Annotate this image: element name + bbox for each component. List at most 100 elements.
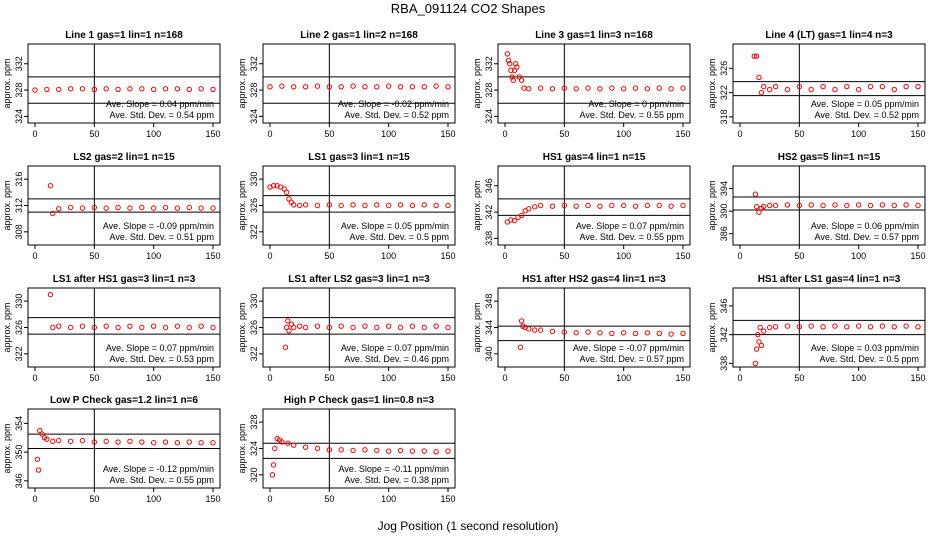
data-point — [139, 439, 145, 445]
data-point — [50, 324, 56, 331]
data-point — [820, 324, 826, 330]
data-point — [56, 437, 62, 444]
x-tick-label: 50 — [89, 494, 99, 504]
data-point — [350, 83, 356, 89]
data-point — [162, 86, 169, 92]
panel-title: Line 4 (LT) gas=1 lin=4 n=3 — [765, 30, 893, 41]
y-tick-label: 324 — [249, 441, 259, 456]
y-tick-label: 330 — [14, 294, 24, 309]
data-point — [597, 203, 603, 209]
x-tick-label: 100 — [851, 251, 866, 261]
data-point — [421, 84, 427, 90]
x-tick-label: 50 — [324, 373, 334, 383]
x-tick-label: 50 — [324, 494, 334, 504]
data-point — [755, 331, 761, 338]
data-point — [267, 84, 273, 90]
data-point — [162, 439, 169, 445]
data-point — [537, 202, 544, 209]
data-point — [585, 329, 591, 335]
panel-title: LS1 gas=3 lin=1 n=15 — [308, 152, 410, 163]
data-point — [186, 324, 192, 331]
data-point — [210, 324, 216, 331]
data-point — [50, 210, 56, 217]
data-point — [753, 203, 760, 210]
data-point — [47, 291, 54, 298]
data-point — [632, 203, 639, 209]
data-point — [115, 439, 121, 445]
x-axis-title: Jog Position (1 second resolution) — [377, 519, 559, 533]
data-point — [270, 462, 277, 468]
std-dev-annotation: Ave. Std. Dev. = 0.52 ppm — [345, 110, 449, 120]
data-point — [585, 85, 591, 91]
data-point — [397, 447, 404, 454]
x-tick-label: 50 — [794, 129, 804, 139]
x-tick-label: 100 — [851, 129, 866, 139]
y-tick-label: 348 — [484, 294, 494, 309]
data-point — [509, 74, 515, 80]
data-point — [820, 202, 826, 209]
plot-frame — [497, 43, 691, 124]
y-tick-label: 390 — [719, 204, 729, 219]
data-point — [79, 437, 86, 444]
data-point — [784, 86, 791, 93]
data-point — [127, 438, 133, 445]
x-tick-label: 100 — [616, 251, 631, 261]
x-tick-label: 150 — [910, 129, 925, 139]
x-tick-label: 50 — [89, 373, 99, 383]
data-point — [609, 85, 615, 91]
data-point — [433, 202, 439, 209]
x-tick-label: 0 — [267, 251, 272, 261]
data-point — [808, 86, 814, 93]
std-dev-annotation: Ave. Std. Dev. = 0.57 ppm — [580, 354, 684, 364]
data-point — [47, 183, 54, 189]
x-tick-label: 150 — [910, 251, 925, 261]
panel-6: LS1 gas=3 lin=1 n=15 0 50 100 150 322 326 330ap… — [237, 152, 456, 261]
data-point — [761, 328, 767, 334]
y-axis-label: approx. ppm — [2, 423, 12, 473]
slope-annotation: Ave. Slope = 0.07 ppm/min — [341, 343, 449, 353]
data-point — [314, 202, 321, 209]
y-tick-label: 346 — [14, 473, 24, 488]
y-tick-label: 350 — [14, 445, 24, 460]
data-point — [174, 86, 181, 92]
std-dev-annotation: Ave. Std. Dev. = 0.5 ppm — [820, 354, 919, 364]
y-tick-label: 342 — [719, 327, 729, 342]
data-point — [844, 324, 850, 330]
data-point — [844, 202, 850, 209]
slope-annotation: Ave. Slope = 0 ppm/min — [588, 99, 684, 109]
y-axis-label: approx. ppm — [472, 58, 482, 108]
data-point — [103, 86, 109, 92]
y-tick-label: 338 — [484, 231, 494, 246]
data-point — [772, 83, 779, 90]
data-point — [517, 344, 524, 350]
y-tick-label: 326 — [249, 320, 259, 335]
slope-annotation: Ave. Slope = -0.09 ppm/min — [103, 221, 214, 231]
panel-title: HS2 gas=5 lin=1 n=15 — [778, 152, 881, 163]
data-point — [291, 442, 297, 448]
data-point — [314, 323, 321, 329]
y-axis-label: approx. ppm — [237, 302, 247, 352]
data-point — [56, 86, 62, 93]
data-point — [32, 87, 38, 93]
x-tick-label: 150 — [675, 373, 690, 383]
data-point — [561, 202, 568, 209]
panel-3: Line 3 gas=1 lin=3 n=168 0 50 100 150 324 328 3… — [472, 30, 691, 139]
data-point — [186, 86, 192, 93]
y-tick-label: 344 — [484, 320, 494, 335]
y-tick-label: 386 — [719, 226, 729, 241]
y-tick-label: 346 — [484, 178, 494, 193]
data-point — [39, 431, 45, 437]
data-point — [338, 447, 344, 453]
data-point — [508, 217, 514, 223]
data-point — [756, 209, 762, 215]
x-tick-label: 0 — [267, 494, 272, 504]
data-point — [668, 203, 674, 209]
data-point — [362, 84, 368, 90]
data-point — [549, 203, 556, 209]
panel-4: Line 4 (LT) gas=1 lin=4 n=3 0 50 100 150 318 3… — [707, 30, 926, 139]
data-point — [752, 360, 759, 367]
data-point — [103, 438, 109, 445]
data-point — [445, 448, 451, 454]
x-tick-label: 100 — [146, 373, 161, 383]
y-tick-label: 324 — [484, 109, 494, 124]
